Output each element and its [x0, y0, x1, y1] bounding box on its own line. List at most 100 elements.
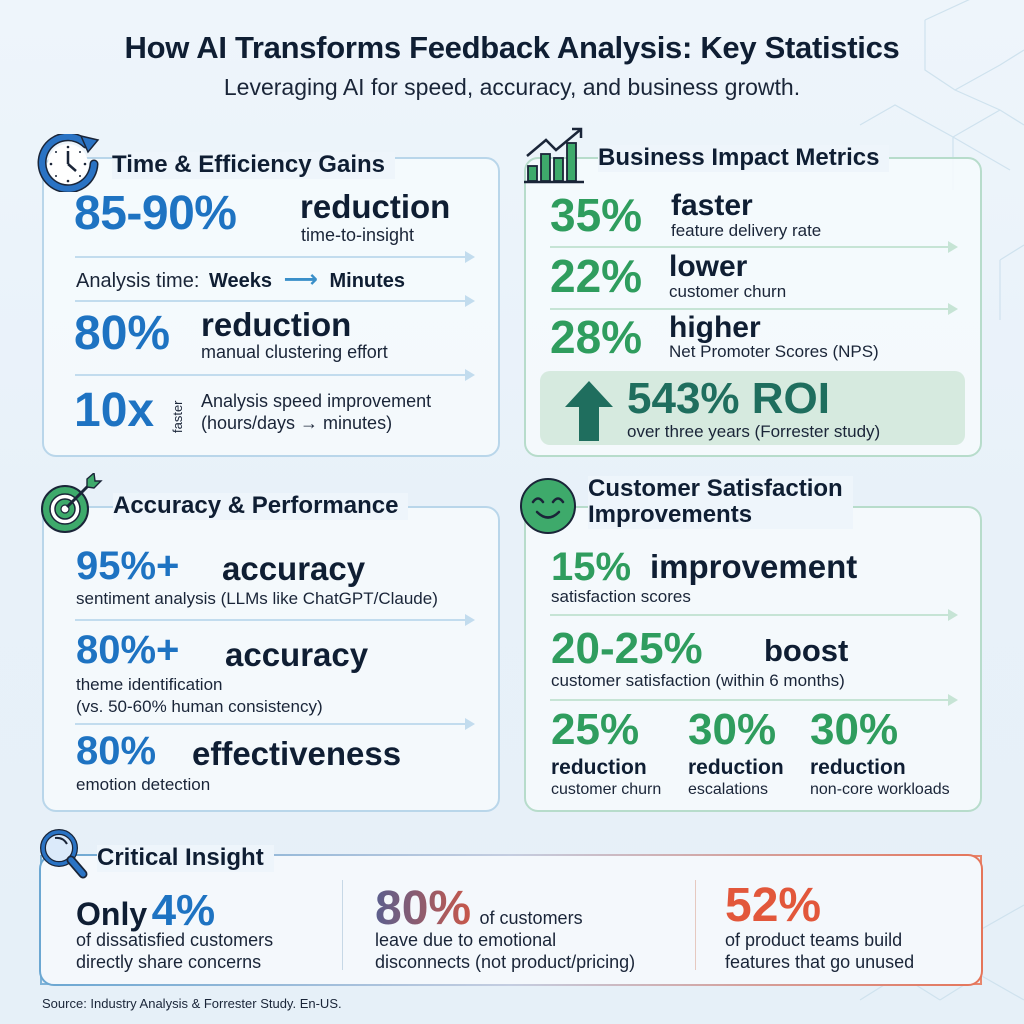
stat-80-effectiveness-value: 80% — [76, 729, 157, 773]
reduction-churn-desc: customer churn — [551, 781, 662, 798]
reduction-escalations-value: 30% — [688, 705, 777, 754]
insight-4-line2: directly share concerns — [76, 952, 262, 972]
stat-22-desc: customer churn — [669, 282, 787, 301]
stat-85-90-value: 85-90% — [74, 187, 237, 240]
vertical-divider — [342, 880, 343, 970]
stat-80plus-label: accuracy — [225, 636, 369, 673]
critical-insight-border — [39, 854, 983, 986]
satisfaction-title-line1: Customer Satisfaction — [588, 475, 843, 502]
satisfaction-title-line2: Improvements — [588, 501, 753, 529]
satisfaction-header: Customer Satisfaction Improvements — [518, 475, 853, 541]
stat-28-desc: Net Promoter Scores (NPS) — [669, 342, 879, 361]
stat-80-desc: manual clustering effort — [201, 342, 388, 362]
bar-chart-trend-icon — [524, 126, 588, 191]
reduction-column: 30% reduction escalations — [688, 708, 784, 799]
insight-80-suffix: of customers — [479, 908, 583, 928]
divider — [75, 614, 475, 626]
divider — [550, 609, 958, 621]
divider — [75, 718, 475, 730]
insight-80-line2: disconnects (not product/pricing) — [375, 952, 636, 972]
stat-20-25-value: 20-25% — [551, 624, 703, 673]
stat-28-label: higher — [669, 311, 761, 344]
reduction-workloads-label: reduction — [810, 756, 906, 779]
stat-95-desc: sentiment analysis (LLMs like ChatGPT/Cl… — [76, 589, 438, 608]
critical-insight-header: Critical Insight — [37, 828, 274, 889]
insight-80-value: 80% — [375, 882, 472, 935]
accuracy-header: Accuracy & Performance — [37, 471, 409, 540]
stat-20-25-label: boost — [764, 633, 849, 668]
stat-35-desc: feature delivery rate — [671, 221, 822, 240]
stat-80-value: 80% — [74, 307, 171, 360]
stat-80-effectiveness-desc: emotion detection — [76, 775, 211, 794]
stat-35-label: faster — [671, 189, 753, 222]
critical-insight-title: Critical Insight — [97, 844, 274, 872]
stat-15-desc: satisfaction scores — [551, 587, 691, 606]
right-arrow-icon: ⟶ — [283, 266, 318, 293]
stat-10x-line2: (hours/days → minutes) — [201, 413, 393, 433]
insight-52-line1: of product teams build — [725, 930, 903, 950]
roi-value: 543% ROI — [627, 374, 830, 423]
insight-52-value: 52% — [725, 879, 822, 932]
stat-10x-side-label: faster — [170, 400, 185, 433]
stat-80plus-desc: theme identification — [76, 675, 223, 694]
target-arrow-icon — [37, 471, 103, 540]
reduction-churn-value: 25% — [551, 705, 640, 754]
reduction-escalations-label: reduction — [688, 756, 784, 779]
stat-85-90-desc: time-to-insight — [301, 225, 415, 245]
satisfaction-title: Customer Satisfaction Improvements — [588, 475, 853, 529]
stat-22-value: 22% — [550, 250, 643, 302]
business-impact-title: Business Impact Metrics — [598, 144, 890, 172]
analysis-time-row: Analysis time: Weeks ⟶ Minutes — [76, 265, 405, 294]
accuracy-title: Accuracy & Performance — [113, 492, 409, 520]
reduction-column: 30% reduction non-core workloads — [810, 708, 950, 799]
divider — [550, 241, 958, 253]
analysis-time-prefix: Analysis time: — [76, 270, 200, 292]
divider — [550, 303, 958, 315]
time-efficiency-title: Time & Efficiency Gains — [112, 151, 395, 179]
analysis-time-to: Minutes — [329, 270, 406, 292]
insight-only-prefix: Only — [76, 896, 148, 932]
reduction-churn-label: reduction — [551, 756, 647, 779]
stat-95-label: accuracy — [222, 550, 366, 587]
reduction-workloads-value: 30% — [810, 705, 899, 754]
divider — [75, 369, 475, 381]
stat-10x-line1: Analysis speed improvement — [201, 391, 432, 411]
satisfaction-panel — [524, 506, 982, 812]
stat-35-value: 35% — [550, 189, 643, 241]
stat-10x-value: 10x — [74, 384, 155, 437]
business-impact-header: Business Impact Metrics — [524, 126, 890, 191]
clock-refresh-icon — [36, 132, 102, 197]
stat-15-value: 15% — [551, 545, 632, 589]
stat-85-90-label: reduction — [300, 188, 451, 225]
insight-80-line1: leave due to emotional — [375, 930, 557, 950]
insight-4-value: 4% — [151, 886, 216, 935]
reduction-column: 25% reduction customer churn — [551, 708, 661, 799]
insight-80: 80% of customers — [375, 881, 583, 936]
accuracy-panel — [42, 506, 500, 812]
reduction-escalations-desc: escalations — [688, 781, 769, 798]
roi-highlight-box — [540, 371, 965, 445]
stat-28-value: 28% — [550, 311, 643, 363]
stat-15-label: improvement — [650, 548, 858, 585]
stat-80plus-value: 80%+ — [76, 628, 180, 672]
stat-20-25-desc: customer satisfaction (within 6 months) — [551, 671, 845, 690]
page-title: How AI Transforms Feedback Analysis: Key… — [124, 30, 900, 65]
stat-80plus-desc2: (vs. 50-60% human consistency) — [76, 697, 323, 716]
roi-desc: over three years (Forrester study) — [627, 422, 881, 441]
stat-80-effectiveness-label: effectiveness — [192, 735, 402, 772]
divider — [75, 251, 475, 263]
insight-52-line2: features that go unused — [725, 952, 915, 972]
magnifier-icon — [37, 828, 101, 889]
source-footnote: Source: Industry Analysis & Forrester St… — [42, 996, 342, 1011]
insight-4-line1: of dissatisfied customers — [76, 930, 274, 950]
analysis-time-from: Weeks — [208, 270, 272, 292]
insight-only-4: Only 4% — [76, 886, 215, 936]
reduction-workloads-desc: non-core workloads — [810, 781, 950, 798]
up-arrow-icon — [565, 381, 613, 446]
page-subtitle: Leveraging AI for speed, accuracy, and b… — [223, 74, 801, 100]
time-efficiency-panel — [42, 157, 500, 457]
divider — [75, 295, 475, 307]
vertical-divider — [695, 880, 696, 970]
stat-95-value: 95%+ — [76, 544, 180, 588]
stat-80-label: reduction — [201, 306, 352, 343]
